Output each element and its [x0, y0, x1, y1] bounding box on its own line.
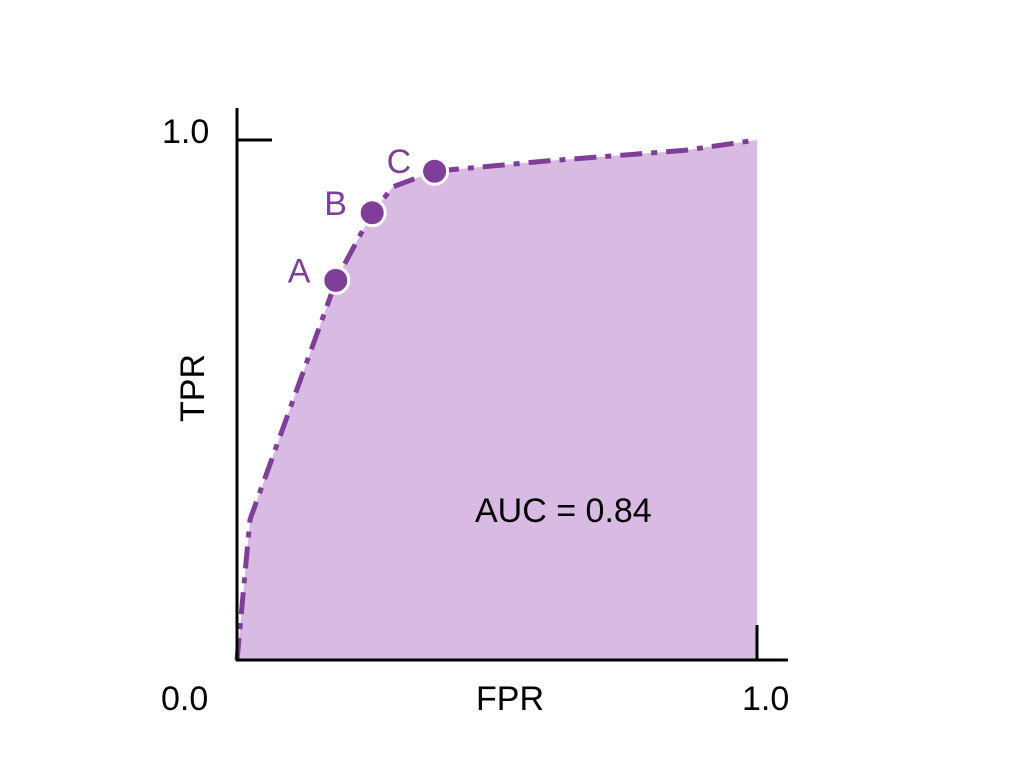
y-axis-label: TPR [174, 354, 212, 422]
point-c [420, 156, 450, 186]
x-axis-label: FPR [476, 680, 544, 718]
point-label-c: C [387, 143, 412, 181]
auc-annotation: AUC = 0.84 [475, 492, 652, 530]
auc-area [237, 140, 757, 660]
point-b [357, 198, 387, 228]
point-label-b: B [324, 185, 347, 223]
point-a [321, 265, 351, 295]
x-tick-label-1: 1.0 [742, 680, 789, 718]
y-tick-label-1: 1.0 [162, 113, 209, 151]
point-label-a: A [288, 252, 311, 290]
x-tick-label-0: 0.0 [161, 680, 208, 718]
